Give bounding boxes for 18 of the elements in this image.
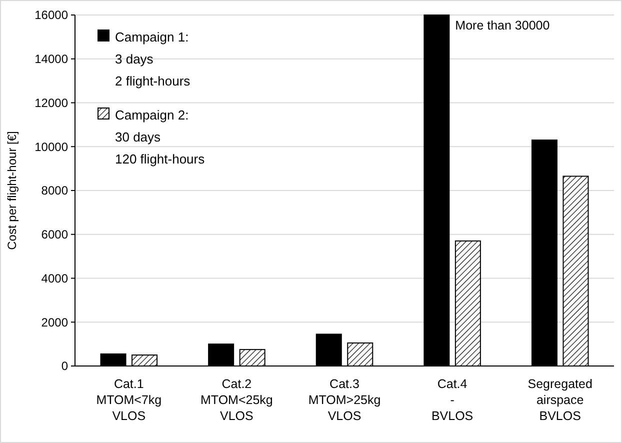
y-tick-label: 14000 (34, 52, 68, 66)
y-tick-label: 10000 (34, 140, 68, 154)
y-axis-title: Cost per flight-hour [€] (5, 131, 19, 250)
x-tick-label: Cat.1 MTOM<7kg VLOS (96, 377, 162, 423)
y-tick-label: 16000 (34, 8, 68, 22)
annotation: More than 30000 (455, 18, 550, 32)
y-tick-label: 8000 (41, 184, 68, 198)
y-tick-label: 4000 (41, 271, 68, 286)
y-tick-label: 0 (61, 359, 68, 374)
y-tick-label: 2000 (41, 315, 68, 330)
y-tick-label: 6000 (41, 228, 68, 242)
legend-label: Campaign 2: 30 days 120 flight-hours (115, 108, 206, 167)
x-tick-label: Segregated airspace BVLOS (528, 377, 592, 423)
y-tick-label: 12000 (34, 96, 68, 110)
x-tick-label: Cat.2 MTOM<25kg VLOS (200, 377, 273, 423)
x-tick-label: Cat.4 - BVLOS (431, 377, 474, 423)
x-tick-label: Cat.3 MTOM>25kg VLOS (308, 377, 381, 423)
legend-label: Campaign 1: 3 days 2 flight-hours (115, 30, 191, 89)
